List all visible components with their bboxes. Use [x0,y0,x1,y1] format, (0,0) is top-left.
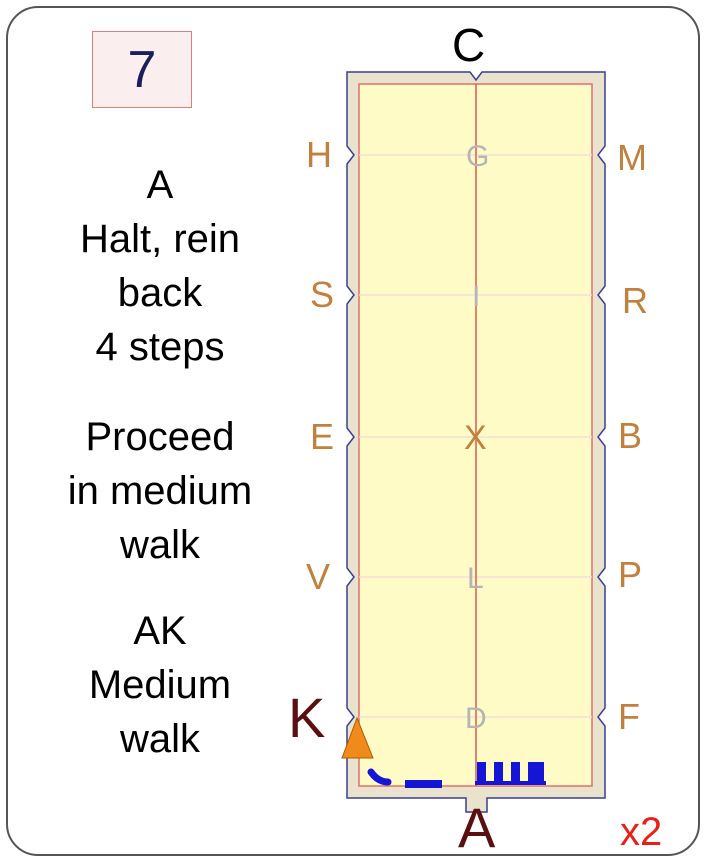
direction-arrow-icon [341,716,374,759]
path-curve-mark [367,768,392,786]
instruction-line: walk [119,717,201,761]
arena-letter-f: F [618,696,640,737]
arena-letter-s: S [310,274,335,315]
rein-back-step-mark [475,781,546,785]
rein-back-step-mark [528,762,537,784]
arena-letter-a: A [458,796,496,859]
arena-letter-i: I [472,280,481,313]
rein-back-step-mark [535,762,544,784]
instruction-block-proceed: Proceed in medium walk [30,410,290,572]
rein-back-step-mark [511,762,520,784]
arena-letter-b: B [618,415,643,456]
instruction-line: Halt, rein [79,217,241,261]
instruction-line: Proceed [85,415,235,459]
instruction-block-medium-walk: AK Medium walk [30,604,290,766]
arena-letter-c: C [452,19,486,71]
instruction-line: walk [119,523,201,567]
arena-letter-d: D [465,702,487,735]
arena-letter-e: E [310,416,335,457]
instruction-line: Medium [88,663,232,707]
rein-back-step-mark [494,762,503,784]
instruction-line: in medium [67,469,253,513]
instruction-block-halt: A Halt, rein back 4 steps [30,158,290,374]
arena-letter-r: R [622,280,648,321]
rein-back-step-mark [477,762,486,784]
arena-letter-x: X [464,419,487,457]
arena-letter-h: H [306,134,332,175]
instruction-line: AK [133,609,187,653]
arena-letter-g: G [466,140,490,173]
arena-letter-m: M [617,137,647,178]
arena-letter-l: L [467,562,484,595]
instruction-line: A [146,163,174,207]
repeat-count-label: x2 [620,810,663,854]
instruction-line: back [117,271,203,315]
path-dash-mark [405,780,442,788]
arena-letter-k: K [288,686,326,749]
arena-letter-p: P [618,554,643,595]
instruction-line: 4 steps [95,325,225,369]
test-movement-number: 7 [92,31,192,108]
arena-letter-v: V [306,556,331,597]
